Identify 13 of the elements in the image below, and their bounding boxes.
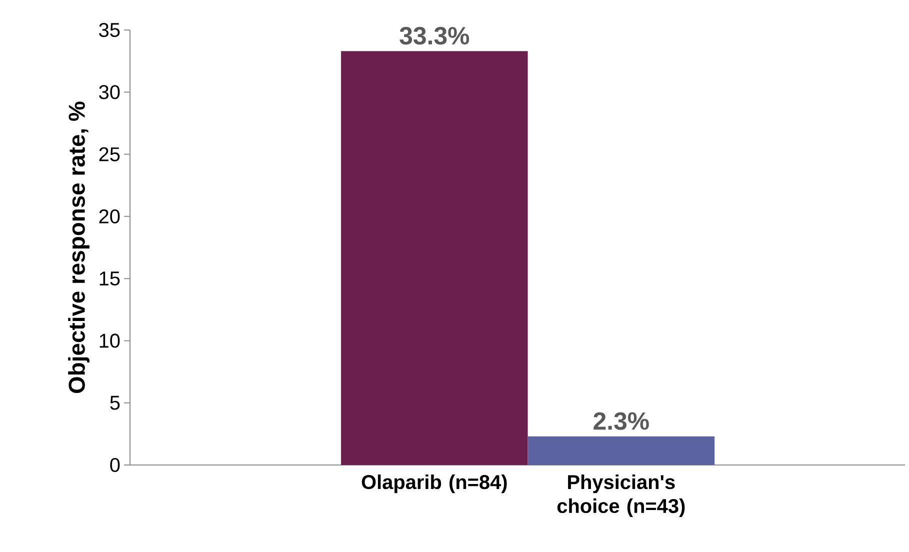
x-tick-label: Olaparib (n=84) bbox=[362, 474, 507, 494]
y-tick-label: 35 bbox=[99, 22, 120, 38]
data-label: 33.3% bbox=[400, 26, 470, 45]
y-tick-label: 25 bbox=[99, 147, 120, 162]
y-tick-label: 15 bbox=[100, 272, 120, 286]
data-label: 2.3% bbox=[594, 412, 649, 430]
y-tick-label: 0 bbox=[110, 458, 120, 472]
x-tick-label: Physician's choice (n=43) bbox=[557, 474, 685, 518]
y-tick-label: 20 bbox=[99, 209, 120, 224]
y-axis-title: Objective response rate, % bbox=[68, 102, 90, 394]
y-tick-label: 5 bbox=[110, 396, 120, 410]
y-tick-label: 10 bbox=[100, 334, 120, 348]
y-tick-label: 30 bbox=[99, 85, 120, 100]
